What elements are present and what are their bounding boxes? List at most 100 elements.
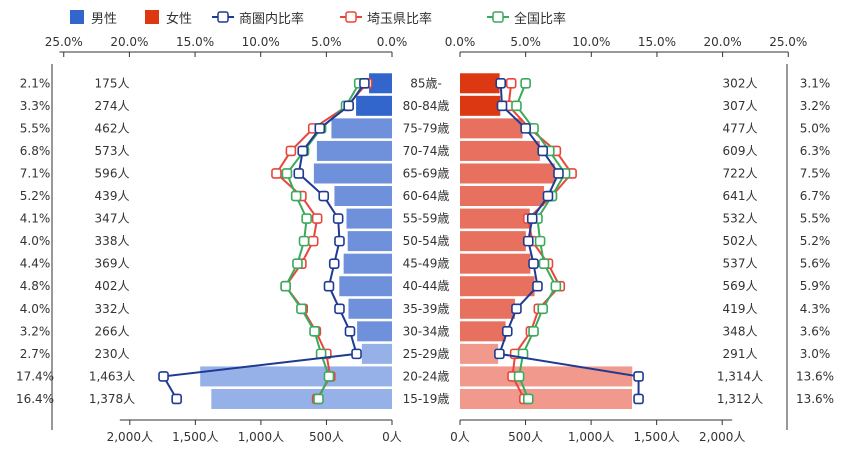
male-count-label: 175人 <box>95 76 130 90</box>
right-count-tick-label: 1,000人 <box>568 430 614 444</box>
female-count-label: 532人 <box>723 212 758 226</box>
right-national-point <box>538 258 550 269</box>
left-trade-area-point <box>328 258 340 269</box>
female-ratio-label: 3.0% <box>800 347 831 361</box>
left-trade-area-point <box>158 371 169 382</box>
male-bar-13 <box>200 366 392 387</box>
right-trade-area-point <box>494 348 505 360</box>
female-ratio-label: 7.5% <box>800 166 831 180</box>
left-national-point <box>298 235 310 247</box>
left-pct-tick-label: 5.0% <box>311 35 342 49</box>
category-label: 70-74歳 <box>403 144 450 158</box>
left-count-tick-label: 0人 <box>382 430 402 444</box>
left-trade-area-point <box>334 303 345 315</box>
male-ratio-label: 17.4% <box>16 369 54 383</box>
male-count-label: 332人 <box>95 302 130 316</box>
female-count-label: 1,314人 <box>717 369 763 383</box>
right-trade-area-point <box>542 190 554 202</box>
female-count-label: 569人 <box>723 279 758 293</box>
left-national-point <box>280 280 291 292</box>
male-count-label: 1,463人 <box>89 369 135 383</box>
left-saitama-point <box>311 213 323 224</box>
male-ratio-label: 5.5% <box>20 121 51 135</box>
left-pct-tick-label: 15.0% <box>176 35 214 49</box>
right-trade-area-point <box>553 168 564 179</box>
male-ratio-label: 2.1% <box>20 76 51 90</box>
female-bar-0 <box>460 73 500 94</box>
legend-swatch-0 <box>70 10 84 24</box>
female-bar-12 <box>460 343 499 364</box>
left-saitama-point <box>307 235 319 247</box>
female-count-label: 1,312人 <box>717 392 763 406</box>
left-trade-area-point <box>344 326 356 337</box>
right-national-point <box>520 77 531 89</box>
male-count-label: 1,378人 <box>89 392 135 406</box>
female-bar-1 <box>460 95 501 116</box>
female-ratio-label: 5.2% <box>800 234 831 248</box>
right-trade-area-point <box>532 280 543 292</box>
male-bar-3 <box>316 140 392 161</box>
right-trade-area-point <box>501 326 513 337</box>
left-national-point <box>292 258 303 269</box>
left-count-tick-label: 1,500人 <box>172 430 218 444</box>
female-ratio-label: 3.6% <box>800 324 831 338</box>
right-national-point <box>550 280 562 292</box>
right-trade-area-point <box>526 213 538 224</box>
right-trade-area-point <box>496 100 508 112</box>
male-bar-2 <box>331 118 392 139</box>
left-national-point <box>296 303 307 315</box>
male-count-label: 402人 <box>95 279 130 293</box>
right-count-tick-label: 0人 <box>450 430 470 444</box>
male-count-label: 266人 <box>95 324 130 338</box>
male-count-label: 230人 <box>95 347 130 361</box>
male-ratio-label: 4.0% <box>20 234 51 248</box>
male-bar-0 <box>369 73 392 94</box>
left-saitama-point <box>285 145 297 157</box>
left-national-point <box>309 326 320 337</box>
legend-marker-2 <box>217 11 229 23</box>
female-count-label: 477人 <box>723 121 758 135</box>
left-trade-area-point <box>332 213 344 224</box>
male-bar-7 <box>347 231 392 252</box>
category-label: 85歳- <box>410 76 442 90</box>
female-count-label: 291人 <box>723 347 758 361</box>
female-ratio-label: 5.5% <box>800 212 831 226</box>
right-national-point <box>511 100 522 112</box>
female-bar-6 <box>460 208 530 229</box>
left-trade-area-point <box>323 280 335 292</box>
category-label: 30-34歳 <box>403 324 450 338</box>
left-count-tick-label: 2,000人 <box>107 430 153 444</box>
female-ratio-label: 13.6% <box>796 369 834 383</box>
left-count-tick-label: 500人 <box>309 430 344 444</box>
category-label: 40-44歳 <box>403 279 450 293</box>
legend-swatch-1 <box>145 10 159 24</box>
left-pct-tick-label: 0.0% <box>377 35 408 49</box>
male-ratio-label: 6.8% <box>20 144 51 158</box>
right-national-point <box>513 371 525 382</box>
male-bar-10 <box>348 298 392 319</box>
left-trade-area-point <box>293 168 305 179</box>
right-national-point <box>534 235 546 247</box>
male-ratio-label: 3.2% <box>20 324 51 338</box>
male-ratio-label: 16.4% <box>16 392 54 406</box>
male-ratio-label: 3.3% <box>20 99 51 113</box>
left-trade-area-point <box>297 145 309 157</box>
legend-label-3: 埼玉県比率 <box>367 11 432 27</box>
category-label: 20-24歳 <box>403 369 450 383</box>
category-label: 35-39歳 <box>403 302 450 316</box>
female-ratio-label: 6.3% <box>800 144 831 158</box>
left-trade-area-point <box>314 123 326 134</box>
left-count-tick-label: 1,000人 <box>238 430 284 444</box>
female-bar-10 <box>460 298 515 319</box>
female-bar-13 <box>460 366 633 387</box>
male-ratio-label: 7.1% <box>20 166 51 180</box>
male-bar-14 <box>211 388 392 409</box>
right-pct-tick-label: 20.0% <box>704 35 742 49</box>
right-trade-area-point <box>520 123 531 134</box>
left-pct-tick-label: 25.0% <box>45 35 83 49</box>
male-ratio-label: 4.8% <box>20 279 51 293</box>
female-ratio-label: 5.6% <box>800 257 831 271</box>
female-ratio-label: 6.7% <box>800 189 831 203</box>
right-pct-tick-label: 5.0% <box>510 35 541 49</box>
